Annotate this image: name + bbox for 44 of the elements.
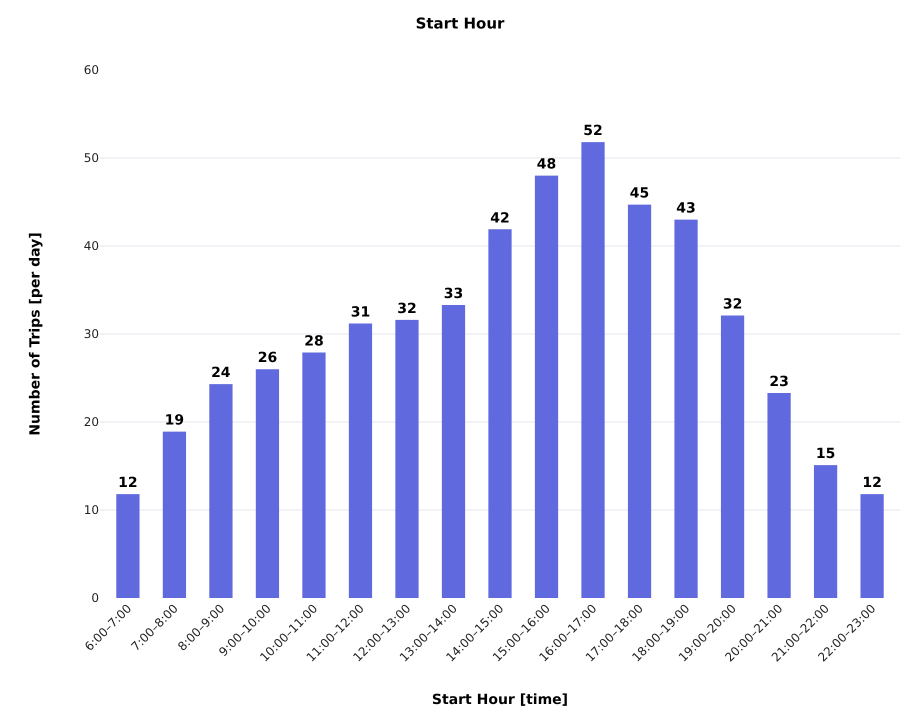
bar: [581, 142, 605, 598]
data-label: 26: [258, 350, 278, 366]
bar: [348, 323, 372, 598]
data-label: 12: [118, 475, 138, 492]
data-label: 12: [862, 475, 882, 492]
chart-title: Start Hour: [416, 14, 506, 32]
bar: [442, 304, 466, 598]
data-label: 23: [769, 374, 789, 390]
bar: [162, 432, 186, 598]
y-tick-label: 40: [84, 239, 99, 254]
bar: [488, 229, 512, 598]
data-label: 33: [444, 286, 464, 302]
data-label: 52: [583, 123, 603, 140]
data-label: 19: [164, 412, 184, 429]
data-label: 32: [397, 300, 417, 317]
data-label: 28: [304, 333, 324, 350]
bar: [628, 204, 652, 598]
bar: [814, 465, 838, 598]
bar: [256, 369, 280, 598]
y-axis-title: Number of Trips [per day]: [27, 232, 44, 436]
data-label: 42: [490, 210, 510, 226]
bar: [674, 220, 698, 598]
data-label: 15: [816, 446, 836, 462]
y-tick-label: 60: [84, 63, 99, 78]
bar: [209, 384, 233, 598]
data-label: 32: [722, 296, 742, 313]
y-tick-label: 10: [84, 503, 99, 518]
y-tick-label: 50: [84, 151, 99, 166]
y-tick-label: 30: [84, 327, 99, 342]
data-label: 43: [676, 200, 696, 217]
y-tick-label: 0: [91, 591, 99, 606]
y-tick-label: 20: [84, 415, 99, 430]
bar: [860, 494, 884, 598]
data-label: 24: [211, 365, 231, 382]
bar: [720, 316, 744, 598]
data-label: 48: [536, 156, 556, 173]
bar: [767, 392, 791, 598]
bar: [116, 494, 140, 598]
bar: [302, 352, 326, 598]
bar: [534, 176, 558, 598]
data-label: 45: [630, 186, 650, 202]
data-label: 31: [350, 304, 370, 320]
x-axis-title: Start Hour [time]: [432, 692, 568, 708]
bar: [395, 320, 419, 598]
